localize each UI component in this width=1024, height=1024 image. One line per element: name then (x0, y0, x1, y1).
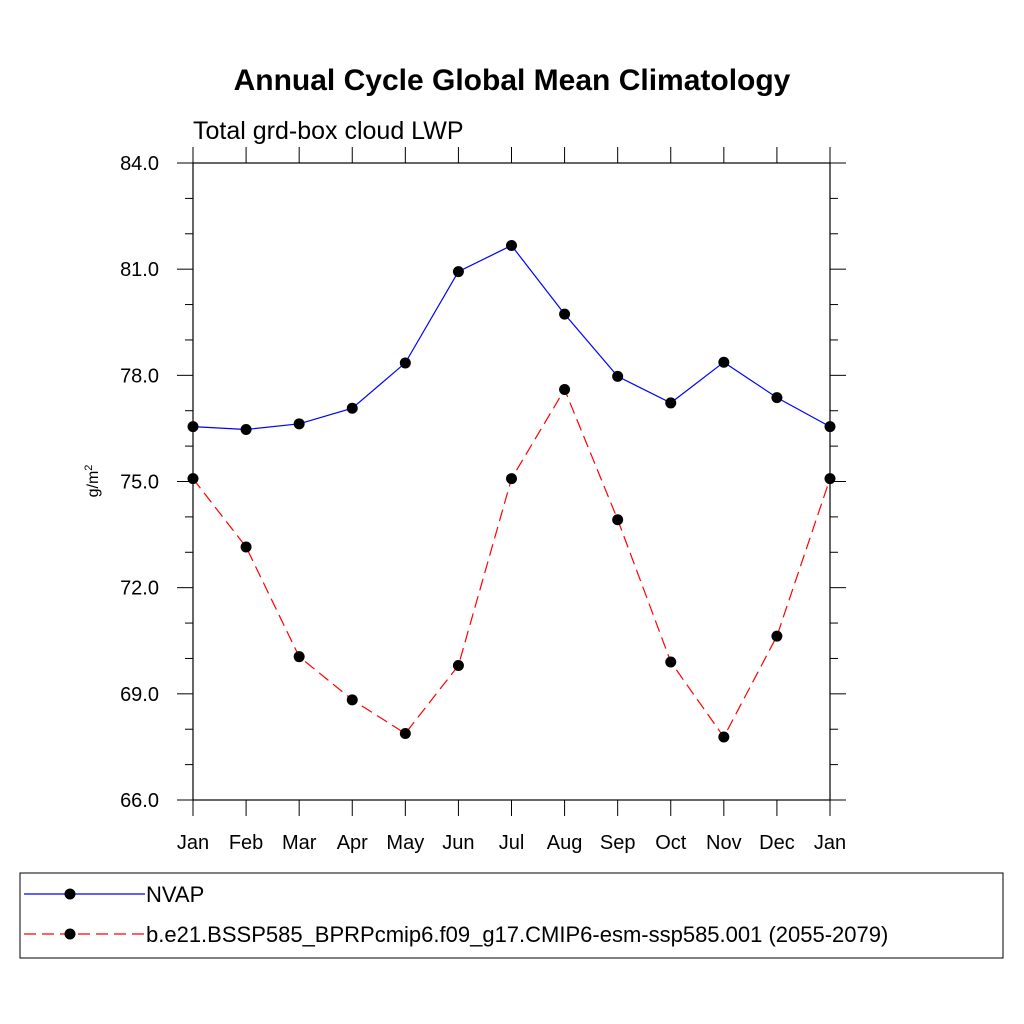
series-1-point (824, 473, 836, 485)
y-axis-label-unit: g/m (85, 471, 102, 498)
series-1-point (452, 660, 464, 672)
x-tick-label: Jan (177, 832, 209, 854)
x-tick-label: Apr (337, 832, 368, 854)
x-tick-label: Sep (600, 832, 636, 854)
series-0-point (399, 357, 411, 369)
x-tick-label: Feb (229, 832, 263, 854)
series-1-point (771, 630, 783, 642)
legend-marker-model (64, 928, 76, 940)
series-1-point (399, 727, 411, 739)
series-0-point (718, 356, 730, 368)
x-tick-label: Aug (547, 832, 583, 854)
series-1-point (346, 694, 358, 706)
legend-box (19, 872, 1004, 959)
series-0-point (240, 423, 252, 435)
y-tick-label: 72.0 (120, 578, 159, 600)
y-axis-label: g/m2 (83, 465, 102, 498)
series-1-point (293, 651, 305, 663)
series-0-point (187, 421, 199, 433)
series-1-point (187, 473, 199, 485)
x-tick-label: May (386, 832, 424, 854)
x-tick-label: Jul (499, 832, 525, 854)
legend-item-nvap: NVAP (24, 882, 204, 907)
series-0-point (293, 418, 305, 430)
series-0-point (559, 308, 571, 320)
legend-label-model: b.e21.BSSP585_BPRPcmip6.f09_g17.CMIP6-es… (146, 922, 888, 947)
x-tick-label: Jun (442, 832, 474, 854)
series-1-point (665, 656, 677, 668)
series-0-point (346, 402, 358, 414)
series-line-0 (192, 244, 831, 431)
legend: NVAP b.e21.BSSP585_BPRPcmip6.f09_g17.CMI… (19, 872, 1004, 959)
legend-item-model: b.e21.BSSP585_BPRPcmip6.f09_g17.CMIP6-es… (24, 922, 888, 947)
chart-subtitle: Total grd-box cloud LWP (193, 117, 464, 145)
legend-label-nvap: NVAP (146, 882, 204, 907)
x-tick-label: Jan (814, 832, 846, 854)
series-0-point (771, 392, 783, 404)
y-axis: 66.0 69.0 72.0 75.0 78.0 81.0 84.0 (120, 153, 846, 812)
y-tick-label: 78.0 (120, 365, 159, 387)
x-tick-label: Dec (759, 832, 795, 854)
chart-title: Annual Cycle Global Mean Climatology (234, 64, 791, 97)
y-tick-label: 84.0 (120, 153, 159, 175)
x-tick-label: Oct (655, 832, 687, 854)
y-tick-label: 75.0 (120, 472, 159, 494)
plot-area: 66.0 69.0 72.0 75.0 78.0 81.0 84.0 Jan Feb Mar Ap… (120, 147, 846, 854)
y-tick-label: 66.0 (120, 790, 159, 812)
y-tick-label: 69.0 (120, 684, 159, 706)
series-0-point (665, 397, 677, 409)
y-axis-label-exponent: 2 (83, 465, 95, 471)
x-axis: Jan Feb Mar Apr May Jun Jul Aug Sep Oct Nov Dec Jan (177, 147, 846, 854)
series-1-point (612, 514, 624, 526)
series-layer (187, 239, 836, 743)
series-0-point (452, 266, 464, 278)
series-0-point (824, 421, 836, 433)
series-1-point (240, 541, 252, 553)
series-1-point (718, 731, 730, 743)
legend-marker-nvap (64, 888, 76, 900)
y-tick-label: 81.0 (120, 259, 159, 281)
series-0-point (612, 370, 624, 382)
series-1-point (559, 383, 571, 395)
series-0-point (506, 239, 517, 251)
series-line-1 (192, 388, 831, 739)
series-1-point (506, 473, 517, 485)
x-tick-label: Mar (282, 832, 317, 854)
x-tick-label: Nov (706, 832, 742, 854)
